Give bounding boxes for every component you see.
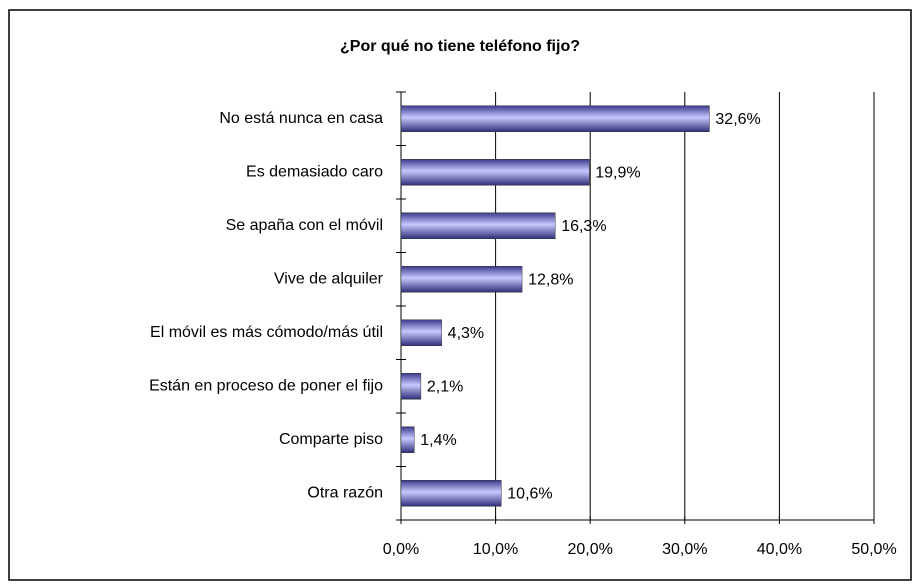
value-label: 32,6% bbox=[715, 111, 760, 128]
x-tick-label: 10,0% bbox=[473, 541, 518, 558]
y-tick-label: Vive de alquiler bbox=[274, 270, 384, 287]
y-tick-label: Otra razón bbox=[307, 484, 383, 501]
bar bbox=[400, 373, 422, 400]
y-tick-label: No está nunca en casa bbox=[219, 110, 383, 127]
value-label: 1,4% bbox=[420, 432, 456, 449]
bar bbox=[400, 426, 415, 453]
value-label: 12,8% bbox=[528, 271, 573, 288]
x-tick-label: 0,0% bbox=[383, 541, 419, 558]
bar bbox=[400, 159, 590, 186]
value-label: 4,3% bbox=[448, 325, 484, 342]
chart-title: ¿Por qué no tiene teléfono fijo? bbox=[340, 38, 580, 55]
x-tick-label: 20,0% bbox=[568, 541, 613, 558]
bar bbox=[400, 319, 442, 346]
bar bbox=[400, 105, 710, 132]
y-tick-label: Es demasiado caro bbox=[246, 163, 383, 180]
value-label: 16,3% bbox=[561, 218, 606, 235]
bar bbox=[400, 266, 523, 293]
x-tick-label: 50,0% bbox=[851, 541, 896, 558]
bar bbox=[400, 480, 502, 507]
value-label: 10,6% bbox=[507, 485, 552, 502]
value-label: 2,1% bbox=[427, 378, 463, 395]
y-tick-label: Se apaña con el móvil bbox=[226, 217, 383, 234]
x-tick-label: 40,0% bbox=[757, 541, 802, 558]
y-tick-label: Están en proceso de poner el fijo bbox=[149, 377, 383, 394]
value-label: 19,9% bbox=[595, 164, 640, 181]
y-tick-label: El móvil es más cómodo/más útil bbox=[150, 324, 383, 341]
bar bbox=[400, 212, 556, 239]
x-tick-label: 30,0% bbox=[662, 541, 707, 558]
y-tick-label: Comparte piso bbox=[279, 431, 383, 448]
